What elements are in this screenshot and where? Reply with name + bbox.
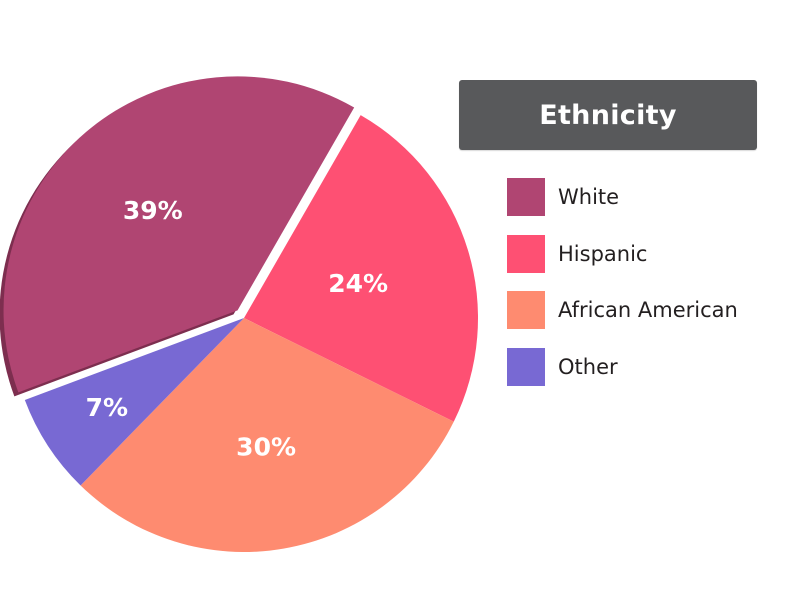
pie-slice-white (3, 76, 355, 393)
pie-slice-hispanic (244, 115, 479, 422)
legend: White Hispanic African American Other (507, 178, 738, 404)
legend-item-white: White (507, 178, 738, 216)
slice-label-other: 7% (86, 393, 128, 422)
legend-swatch-white (507, 178, 545, 216)
legend-swatch-hispanic (507, 234, 545, 273)
slice-label-hispanic: 24% (328, 269, 388, 298)
legend-swatch-other (507, 347, 545, 386)
pie-slice-other (24, 318, 244, 486)
legend-label-hispanic: Hispanic (558, 241, 648, 266)
legend-item-hispanic: Hispanic (507, 234, 738, 273)
legend-label-white: White (558, 185, 620, 209)
legend-item-other: Other (507, 347, 738, 386)
legend-title: Ethnicity (539, 99, 677, 131)
legend-label-other: Other (558, 354, 618, 379)
legend-item-african-american: African American (507, 291, 738, 329)
slice-label-white: 39% (123, 196, 183, 225)
legend-swatch-african-american (507, 291, 545, 329)
legend-title-box: Ethnicity (459, 80, 757, 150)
legend-label-african-american: African American (558, 298, 738, 322)
pie-slice-african-american (80, 318, 454, 553)
slice-label-african-american: 30% (236, 433, 296, 462)
